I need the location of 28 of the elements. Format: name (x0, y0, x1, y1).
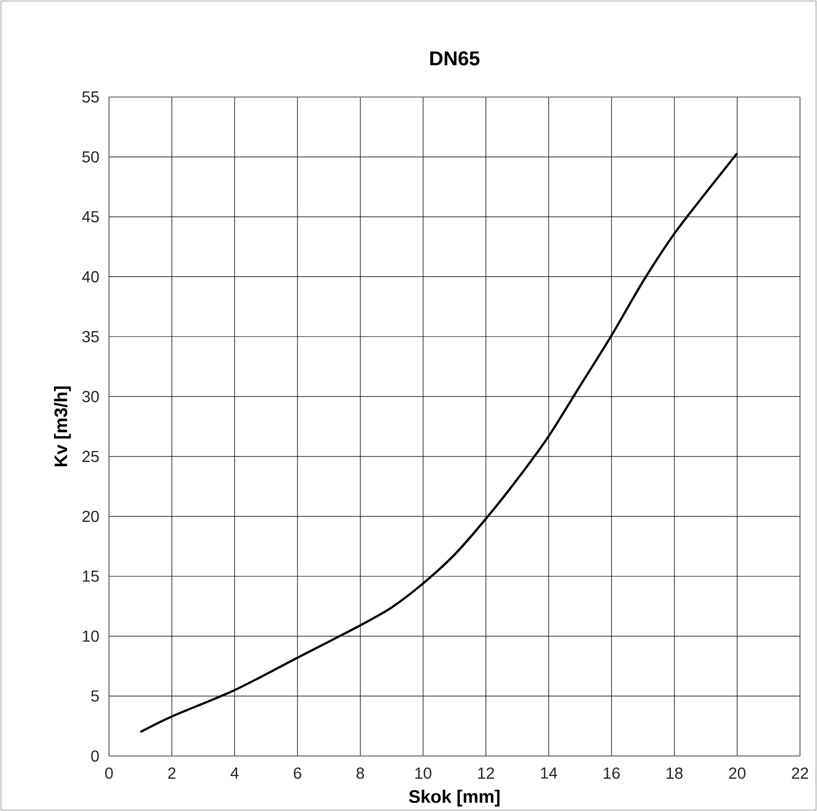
y-tick-label: 10 (82, 630, 99, 642)
y-tick-label: 5 (91, 690, 99, 702)
y-tick-label: 25 (82, 450, 99, 462)
x-tick-label: 18 (666, 768, 683, 779)
x-tick-label: 10 (415, 768, 432, 779)
y-tick-label: 50 (82, 151, 99, 163)
line-series (139, 152, 738, 734)
x-tick-label: 6 (294, 768, 302, 779)
y-tick-label: 15 (82, 570, 99, 582)
x-tick-label: 8 (356, 768, 364, 779)
x-tick-label: 4 (230, 768, 239, 779)
chart-title: DN65 (430, 51, 480, 66)
x-tick-label: 2 (168, 768, 176, 779)
y-tick-label: 45 (82, 211, 99, 222)
x-tick-label: 0 (105, 768, 113, 779)
x-axis-title: Skok [mm] (409, 790, 500, 806)
y-tick-label: 40 (82, 271, 99, 282)
y-tick-label: 35 (82, 330, 99, 342)
y-tick-label: 55 (82, 91, 99, 103)
y-axis-title: Kv [m3/h] (54, 386, 71, 466)
x-tick-label: 12 (478, 768, 494, 779)
y-tick-label: 0 (91, 750, 99, 762)
y-tick-label: 20 (82, 510, 99, 522)
y-tick-label: 30 (82, 390, 99, 402)
x-tick-label: 16 (604, 768, 620, 779)
x-tick-label: 14 (541, 768, 558, 779)
x-tick-label: 22 (792, 768, 808, 779)
x-tick-label: 20 (729, 768, 746, 779)
